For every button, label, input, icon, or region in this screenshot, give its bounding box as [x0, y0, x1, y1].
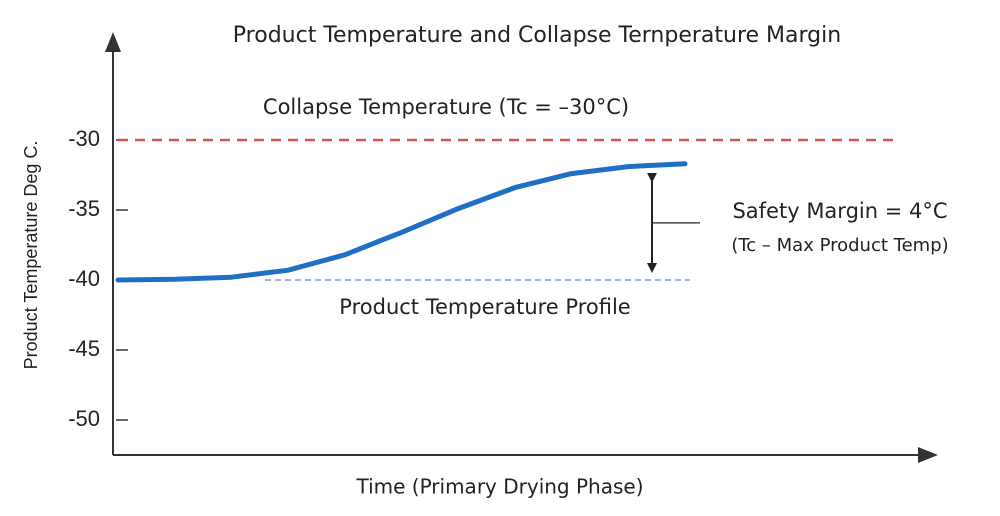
annotation: Safety Margin = 4°C	[732, 199, 947, 223]
series-label: Product Temperature Profile	[339, 295, 630, 319]
y-axis-arrow	[105, 32, 121, 52]
annotation: (Tc – Max Product Temp)	[731, 235, 948, 256]
chart-title: Product Temperature and Collapse Ternper…	[233, 23, 841, 48]
y-tick-label: -40	[68, 266, 100, 291]
collapse-label: Collapse Temperature (Tc = –30°C)	[263, 95, 629, 119]
x-axis-arrow	[918, 447, 938, 463]
y-tick-label: -30	[68, 126, 100, 151]
y-tick-label: -35	[68, 196, 100, 221]
series-line	[115, 161, 688, 283]
x-axis-title: Time (Primary Drying Phase)	[355, 475, 643, 499]
y-tick-label: -50	[68, 406, 100, 431]
y-tick-label: -45	[68, 336, 100, 361]
y-axis-title: Product Temperature Deg C.	[21, 141, 41, 370]
